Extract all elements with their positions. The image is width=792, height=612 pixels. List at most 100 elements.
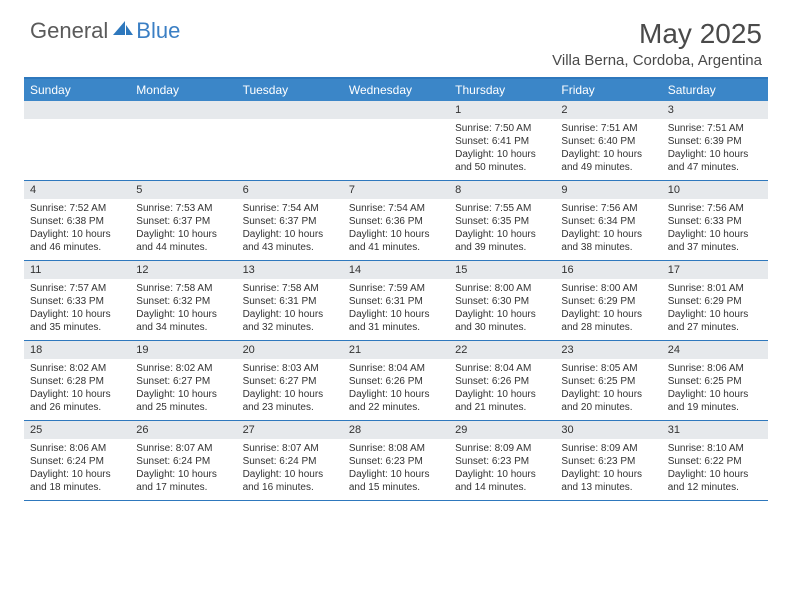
sunset-text: Sunset: 6:27 PM (136, 375, 230, 388)
sunset-text: Sunset: 6:36 PM (349, 215, 443, 228)
day-detail: Sunrise: 8:06 AMSunset: 6:24 PMDaylight:… (24, 439, 130, 500)
logo-text-blue: Blue (136, 18, 180, 44)
daylight-text: Daylight: 10 hours and 34 minutes. (136, 308, 230, 334)
daylight-text: Daylight: 10 hours and 13 minutes. (561, 468, 655, 494)
daylight-text: Daylight: 10 hours and 47 minutes. (668, 148, 762, 174)
week-block: 25262728293031Sunrise: 8:06 AMSunset: 6:… (24, 421, 768, 501)
sunrise-text: Sunrise: 7:52 AM (30, 202, 124, 215)
sunset-text: Sunset: 6:35 PM (455, 215, 549, 228)
logo-text-general: General (30, 18, 108, 44)
daylight-text: Daylight: 10 hours and 15 minutes. (349, 468, 443, 494)
daylight-text: Daylight: 10 hours and 49 minutes. (561, 148, 655, 174)
day-header: Saturday (662, 79, 768, 101)
daylight-text: Daylight: 10 hours and 16 minutes. (243, 468, 337, 494)
day-detail: Sunrise: 8:09 AMSunset: 6:23 PMDaylight:… (449, 439, 555, 500)
daylight-text: Daylight: 10 hours and 18 minutes. (30, 468, 124, 494)
page-header: General Blue May 2025 Villa Berna, Cordo… (0, 0, 792, 77)
day-detail: Sunrise: 8:04 AMSunset: 6:26 PMDaylight:… (343, 359, 449, 420)
sunrise-text: Sunrise: 8:00 AM (455, 282, 549, 295)
sunset-text: Sunset: 6:37 PM (136, 215, 230, 228)
day-number: 20 (237, 341, 343, 359)
day-number: 25 (24, 421, 130, 439)
sunrise-text: Sunrise: 8:07 AM (243, 442, 337, 455)
day-number: 18 (24, 341, 130, 359)
day-detail: Sunrise: 7:56 AMSunset: 6:33 PMDaylight:… (662, 199, 768, 260)
day-number: 26 (130, 421, 236, 439)
day-number: 29 (449, 421, 555, 439)
day-number: 11 (24, 261, 130, 279)
sunrise-text: Sunrise: 7:58 AM (243, 282, 337, 295)
day-number: 15 (449, 261, 555, 279)
daylight-text: Daylight: 10 hours and 22 minutes. (349, 388, 443, 414)
sunset-text: Sunset: 6:24 PM (136, 455, 230, 468)
sunrise-text: Sunrise: 8:09 AM (455, 442, 549, 455)
sunset-text: Sunset: 6:23 PM (455, 455, 549, 468)
sunset-text: Sunset: 6:25 PM (668, 375, 762, 388)
sunrise-text: Sunrise: 8:07 AM (136, 442, 230, 455)
day-number: 13 (237, 261, 343, 279)
sunrise-text: Sunrise: 8:05 AM (561, 362, 655, 375)
week-block: 11121314151617Sunrise: 7:57 AMSunset: 6:… (24, 261, 768, 341)
day-detail: Sunrise: 7:52 AMSunset: 6:38 PMDaylight:… (24, 199, 130, 260)
sunrise-text: Sunrise: 7:56 AM (668, 202, 762, 215)
sunset-text: Sunset: 6:41 PM (455, 135, 549, 148)
sunrise-text: Sunrise: 7:57 AM (30, 282, 124, 295)
detail-strip: Sunrise: 7:57 AMSunset: 6:33 PMDaylight:… (24, 279, 768, 340)
daylight-text: Daylight: 10 hours and 50 minutes. (455, 148, 549, 174)
sunrise-text: Sunrise: 7:54 AM (243, 202, 337, 215)
daylight-text: Daylight: 10 hours and 39 minutes. (455, 228, 549, 254)
detail-strip: Sunrise: 8:02 AMSunset: 6:28 PMDaylight:… (24, 359, 768, 420)
daynum-strip: 11121314151617 (24, 261, 768, 279)
day-detail: Sunrise: 7:57 AMSunset: 6:33 PMDaylight:… (24, 279, 130, 340)
month-title: May 2025 (552, 18, 762, 50)
daylight-text: Daylight: 10 hours and 43 minutes. (243, 228, 337, 254)
sunrise-text: Sunrise: 8:06 AM (30, 442, 124, 455)
sunrise-text: Sunrise: 7:51 AM (668, 122, 762, 135)
sunset-text: Sunset: 6:27 PM (243, 375, 337, 388)
daylight-text: Daylight: 10 hours and 27 minutes. (668, 308, 762, 334)
daylight-text: Daylight: 10 hours and 35 minutes. (30, 308, 124, 334)
daylight-text: Daylight: 10 hours and 32 minutes. (243, 308, 337, 334)
sunrise-text: Sunrise: 7:55 AM (455, 202, 549, 215)
day-detail: Sunrise: 8:07 AMSunset: 6:24 PMDaylight:… (237, 439, 343, 500)
day-number: 6 (237, 181, 343, 199)
daylight-text: Daylight: 10 hours and 46 minutes. (30, 228, 124, 254)
daylight-text: Daylight: 10 hours and 26 minutes. (30, 388, 124, 414)
day-number: 3 (662, 101, 768, 119)
day-detail (24, 119, 130, 180)
weeks-container: 123Sunrise: 7:50 AMSunset: 6:41 PMDaylig… (24, 101, 768, 501)
day-number (130, 101, 236, 119)
day-detail: Sunrise: 7:58 AMSunset: 6:31 PMDaylight:… (237, 279, 343, 340)
day-number: 23 (555, 341, 661, 359)
daylight-text: Daylight: 10 hours and 20 minutes. (561, 388, 655, 414)
daylight-text: Daylight: 10 hours and 38 minutes. (561, 228, 655, 254)
daynum-strip: 25262728293031 (24, 421, 768, 439)
day-detail (130, 119, 236, 180)
day-detail: Sunrise: 7:51 AMSunset: 6:40 PMDaylight:… (555, 119, 661, 180)
day-detail: Sunrise: 8:00 AMSunset: 6:29 PMDaylight:… (555, 279, 661, 340)
sunrise-text: Sunrise: 8:04 AM (349, 362, 443, 375)
day-header: Friday (555, 79, 661, 101)
day-number: 22 (449, 341, 555, 359)
sunset-text: Sunset: 6:32 PM (136, 295, 230, 308)
title-block: May 2025 Villa Berna, Cordoba, Argentina (552, 18, 762, 69)
daylight-text: Daylight: 10 hours and 31 minutes. (349, 308, 443, 334)
sunrise-text: Sunrise: 7:50 AM (455, 122, 549, 135)
sunrise-text: Sunrise: 8:08 AM (349, 442, 443, 455)
daylight-text: Daylight: 10 hours and 14 minutes. (455, 468, 549, 494)
day-header: Wednesday (343, 79, 449, 101)
day-number: 21 (343, 341, 449, 359)
daylight-text: Daylight: 10 hours and 25 minutes. (136, 388, 230, 414)
sunset-text: Sunset: 6:40 PM (561, 135, 655, 148)
sunrise-text: Sunrise: 8:09 AM (561, 442, 655, 455)
day-number: 16 (555, 261, 661, 279)
day-detail: Sunrise: 8:06 AMSunset: 6:25 PMDaylight:… (662, 359, 768, 420)
day-number: 9 (555, 181, 661, 199)
sunrise-text: Sunrise: 8:04 AM (455, 362, 549, 375)
sunset-text: Sunset: 6:39 PM (668, 135, 762, 148)
day-number: 4 (24, 181, 130, 199)
day-detail: Sunrise: 8:09 AMSunset: 6:23 PMDaylight:… (555, 439, 661, 500)
day-header: Monday (130, 79, 236, 101)
sunrise-text: Sunrise: 8:01 AM (668, 282, 762, 295)
week-block: 123Sunrise: 7:50 AMSunset: 6:41 PMDaylig… (24, 101, 768, 181)
